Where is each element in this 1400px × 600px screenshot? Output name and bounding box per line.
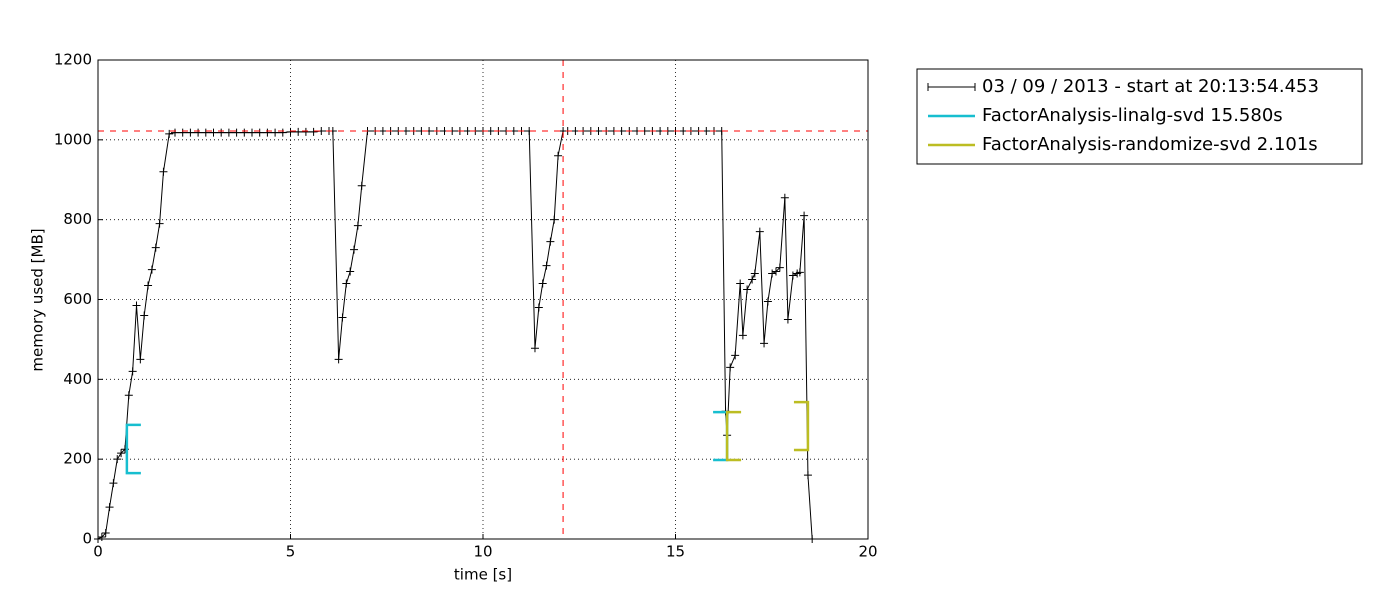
point-marker [136,355,145,364]
point-marker [783,315,792,324]
point-marker [803,471,812,480]
y-tick-label: 1000 [54,130,92,148]
point-marker [140,311,149,320]
point-marker [350,245,359,254]
function-bracket [125,423,141,475]
function-bracket [793,400,810,452]
point-marker [105,503,114,512]
point-marker [775,263,784,272]
point-marker [178,128,187,137]
point-marker [334,355,343,364]
point-marker [240,128,249,137]
point-marker [278,128,287,137]
x-axis-label: time [s] [454,566,512,584]
y-tick-label: 800 [63,210,92,228]
point-marker [726,363,735,372]
point-marker [151,243,160,252]
point-marker [155,219,164,228]
x-tick-label: 10 [473,543,492,561]
point-marker [124,391,133,400]
legend-label: FactorAnalysis-linalg-svd 15.580s [982,105,1283,126]
point-marker [309,127,318,136]
point-marker [144,281,153,290]
point-marker [357,181,366,190]
x-tick-label: 0 [93,543,103,561]
y-axis-label: memory used [MB] [29,228,47,371]
legend-label: 03 / 09 / 2013 - start at 20:13:54.453 [982,76,1319,97]
point-marker [159,167,168,176]
point-marker [679,127,688,136]
legend-box [916,68,1363,165]
point-marker [736,279,745,288]
point-marker [194,128,203,137]
x-tick-label: 5 [286,543,296,561]
point-marker [743,285,752,294]
point-marker [788,271,797,280]
point-marker [346,267,355,276]
point-marker [771,267,780,276]
point-marker [113,455,122,464]
point-marker [263,128,272,137]
y-tick-label: 200 [63,450,92,468]
point-marker [353,221,362,230]
point-marker [97,533,106,542]
point-marker [750,269,759,278]
point-marker [128,367,137,376]
function-bracket [725,410,742,462]
point-marker [763,297,772,306]
point-marker [171,128,179,137]
point-marker [731,351,740,360]
point-marker [800,211,809,220]
point-marker [224,128,233,137]
y-tick-label: 400 [63,370,92,388]
point-marker [534,303,543,312]
point-marker [550,215,559,224]
y-tick-label: 600 [63,290,92,308]
point-marker [486,127,495,136]
y-tick-label: 1200 [54,51,92,69]
point-marker [342,279,351,288]
point-marker [186,128,195,137]
point-marker [147,265,156,274]
plot-frame [97,59,869,540]
point-marker [760,339,769,348]
point-marker [248,128,256,137]
point-marker [546,237,555,246]
point-marker [132,301,141,310]
y-tick-label: 0 [82,530,92,548]
point-marker [232,128,241,137]
point-marker [378,127,387,136]
point-marker [117,449,126,458]
legend-label: FactorAnalysis-randomize-svd 2.101s [982,134,1318,155]
point-marker [255,128,264,137]
point-marker [795,268,804,277]
point-marker [201,128,210,137]
x-tick-label: 15 [666,543,685,561]
point-marker [768,269,777,278]
point-marker [780,193,789,202]
point-marker [165,129,174,138]
point-marker [738,331,747,340]
x-tick-label: 20 [858,543,877,561]
point-marker [530,344,539,353]
point-marker [338,313,347,322]
point-marker [286,127,295,136]
point-marker [542,261,551,270]
point-marker [109,479,118,488]
point-marker [101,529,110,538]
point-marker [554,151,563,160]
point-marker [755,227,764,236]
point-marker [217,128,226,137]
point-marker [748,275,757,284]
point-marker [294,127,303,136]
point-marker [209,128,218,137]
point-marker [301,127,310,136]
point-marker [538,279,547,288]
point-marker [271,128,280,137]
